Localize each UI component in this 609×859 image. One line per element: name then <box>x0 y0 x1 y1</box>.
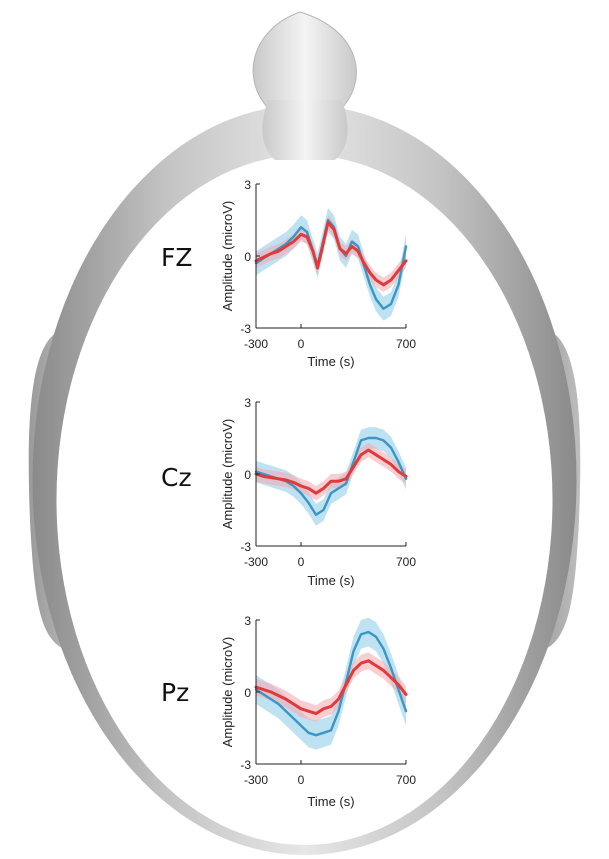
x-tick-label: 700 <box>396 337 416 351</box>
x-tick-label: 700 <box>396 773 416 787</box>
nose-bridge <box>262 100 348 160</box>
electrode-label-cz: Cz <box>161 463 192 492</box>
y-tick-label: -3 <box>240 322 251 336</box>
electrode-label-pz: Pz <box>161 678 189 707</box>
series-line-1 <box>254 630 408 737</box>
y-axis-title: Amplitude (microV) <box>220 637 235 748</box>
series-line-2 <box>254 448 408 495</box>
x-tick-label: 700 <box>396 555 416 569</box>
y-tick-label: 0 <box>244 250 251 264</box>
series-line-2 <box>254 659 408 716</box>
x-tick-label: 0 <box>298 555 305 569</box>
x-tick-label: -300 <box>244 773 268 787</box>
x-tick-label: -300 <box>244 555 268 569</box>
y-tick-label: 0 <box>244 686 251 700</box>
x-tick-label: 0 <box>298 773 305 787</box>
x-tick-label: 0 <box>298 337 305 351</box>
y-tick-label: 3 <box>244 614 251 628</box>
y-tick-label: 3 <box>244 396 251 410</box>
chart-pz: 3 0 -3 -300 0 700 Time (s) Amplitude (mi… <box>220 614 416 809</box>
y-tick-label: -3 <box>240 540 251 554</box>
y-axis-title: Amplitude (microV) <box>220 419 235 530</box>
electrode-label-fz: FZ <box>161 243 193 272</box>
series-line-1 <box>254 218 408 310</box>
y-tick-label: -3 <box>240 758 251 772</box>
y-axis-title: Amplitude (microV) <box>220 201 235 312</box>
x-tick-label: -300 <box>244 337 268 351</box>
series-line-2 <box>254 220 408 287</box>
x-axis-title: Time (s) <box>307 794 354 809</box>
y-tick-label: 0 <box>244 468 251 482</box>
y-tick-label: 3 <box>244 178 251 192</box>
chart-fz: 3 0 -3 -300 0 700 Time (s) Amplitude (mi… <box>220 178 416 369</box>
chart-cz: 3 0 -3 -300 0 700 Time (s) Amplitude (mi… <box>220 396 416 588</box>
x-axis-title: Time (s) <box>307 354 354 369</box>
confidence-band-1 <box>256 617 406 750</box>
x-axis-title: Time (s) <box>307 573 354 588</box>
